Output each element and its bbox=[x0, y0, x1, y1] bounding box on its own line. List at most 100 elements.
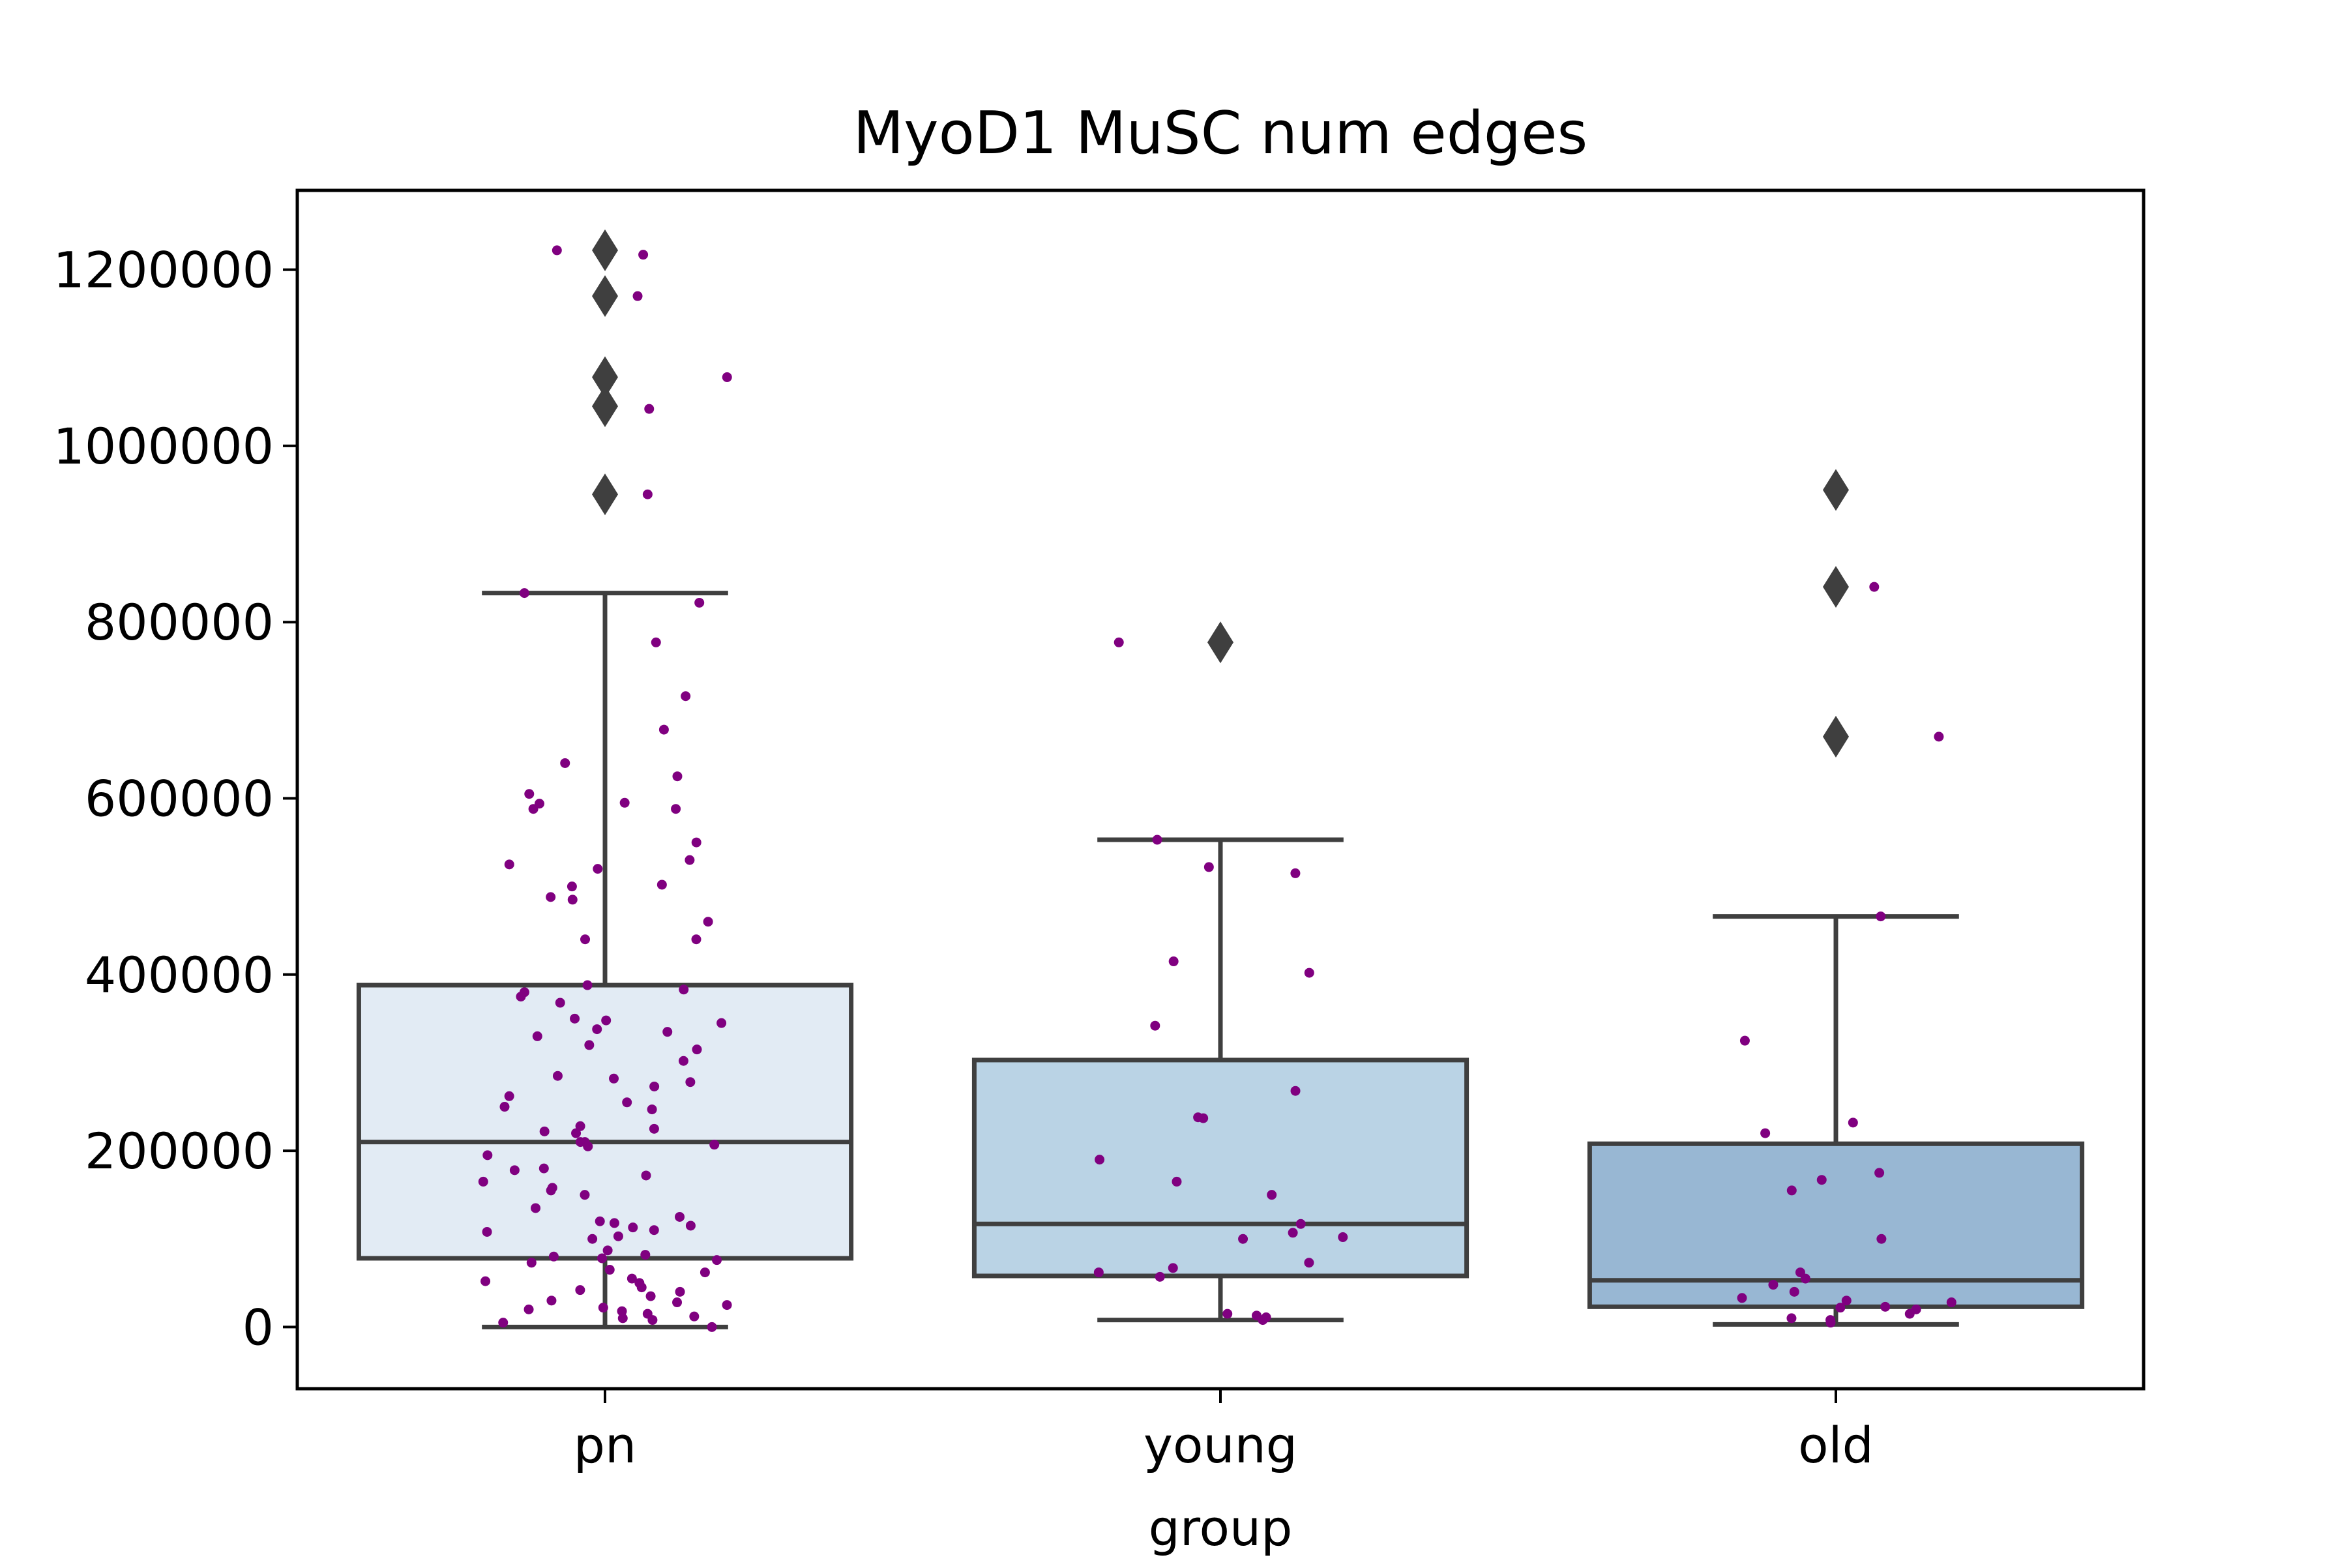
data-point-pn bbox=[482, 1150, 493, 1161]
data-point-pn bbox=[587, 1234, 598, 1244]
data-point-pn bbox=[692, 1044, 702, 1055]
data-point-pn bbox=[478, 1176, 488, 1187]
data-point-young bbox=[1150, 1020, 1160, 1031]
box-young bbox=[971, 837, 1469, 1323]
x-axis-label: group bbox=[1149, 1499, 1293, 1557]
data-point-young bbox=[1155, 1271, 1165, 1282]
data-point-young bbox=[1304, 1258, 1314, 1268]
data-point-pn bbox=[504, 859, 514, 870]
data-point-old bbox=[1739, 1035, 1750, 1046]
data-point-old bbox=[1904, 1309, 1915, 1319]
data-point-old bbox=[1841, 1295, 1852, 1306]
data-point-pn bbox=[694, 597, 705, 608]
data-point-old bbox=[1800, 1273, 1810, 1284]
data-point-old bbox=[1737, 1293, 1747, 1303]
data-point-pn bbox=[575, 1285, 585, 1295]
data-point-pn bbox=[649, 1123, 659, 1134]
data-point-pn bbox=[636, 1282, 647, 1293]
outlier-marker bbox=[1207, 621, 1233, 664]
outlier-marker bbox=[592, 473, 618, 516]
data-point-pn bbox=[552, 1071, 563, 1081]
outlier-marker bbox=[592, 229, 618, 271]
data-point-pn bbox=[531, 1203, 541, 1213]
data-point-pn bbox=[628, 1222, 638, 1233]
data-point-young bbox=[1168, 1263, 1178, 1273]
data-point-pn bbox=[519, 588, 529, 599]
data-point-old bbox=[1825, 1318, 1836, 1328]
data-point-pn bbox=[580, 934, 591, 945]
data-point-young bbox=[1172, 1176, 1182, 1187]
data-point-pn bbox=[516, 992, 526, 1002]
data-point-pn bbox=[722, 372, 732, 383]
data-point-old bbox=[1786, 1313, 1797, 1324]
data-point-pn bbox=[571, 1128, 582, 1138]
data-point-old bbox=[1835, 1303, 1846, 1313]
data-point-old bbox=[1848, 1117, 1858, 1128]
data-point-pn bbox=[524, 789, 535, 799]
y-tick-label: 200000 bbox=[85, 1122, 274, 1180]
outlier-marker bbox=[1823, 469, 1849, 511]
data-point-young bbox=[1338, 1232, 1348, 1243]
data-point-pn bbox=[709, 1140, 720, 1150]
data-point-pn bbox=[528, 804, 539, 814]
data-point-pn bbox=[613, 1231, 623, 1241]
data-point-pn bbox=[691, 837, 701, 848]
x-axis: pn young old bbox=[574, 1389, 1874, 1474]
data-point-old bbox=[1880, 1301, 1891, 1312]
data-point-pn bbox=[640, 1250, 651, 1260]
data-point-young bbox=[1222, 1309, 1233, 1319]
y-tick-label: 1000000 bbox=[53, 417, 274, 475]
data-point-pn bbox=[679, 984, 689, 995]
data-point-pn bbox=[619, 797, 630, 808]
data-point-pn bbox=[583, 1141, 593, 1151]
data-point-pn bbox=[598, 1303, 608, 1313]
iqr-box bbox=[971, 1058, 1469, 1279]
data-point-pn bbox=[601, 1015, 612, 1026]
data-point-pn bbox=[570, 1013, 580, 1024]
x-tick-label-pn: pn bbox=[574, 1416, 636, 1474]
data-point-pn bbox=[700, 1267, 710, 1278]
data-point-young bbox=[1295, 1219, 1306, 1229]
data-point-old bbox=[1760, 1128, 1771, 1138]
y-tick-label: 600000 bbox=[85, 770, 274, 828]
data-point-pn bbox=[685, 1220, 696, 1231]
data-point-pn bbox=[617, 1313, 628, 1324]
data-point-old bbox=[1816, 1175, 1827, 1185]
data-point-old bbox=[1786, 1185, 1797, 1196]
data-point-pn bbox=[685, 1077, 696, 1087]
y-tick-label: 800000 bbox=[85, 593, 274, 651]
y-axis: 0 200000 400000 600000 800000 1000000 1200000 bbox=[53, 241, 297, 1356]
data-point-pn bbox=[602, 1245, 613, 1256]
data-point-pn bbox=[712, 1255, 722, 1265]
data-point-old bbox=[1934, 732, 1944, 742]
data-point-pn bbox=[675, 1211, 685, 1222]
data-point-pn bbox=[685, 855, 695, 865]
data-point-pn bbox=[526, 1258, 537, 1268]
data-point-pn bbox=[546, 892, 556, 902]
data-point-pn bbox=[532, 1031, 542, 1041]
data-point-pn bbox=[678, 1056, 688, 1066]
box-old bbox=[1587, 914, 2085, 1327]
data-point-pn bbox=[649, 1225, 659, 1235]
data-point-old bbox=[1946, 1297, 1956, 1308]
data-point-pn bbox=[647, 1104, 657, 1115]
iqr-box bbox=[356, 983, 854, 1261]
data-point-pn bbox=[657, 880, 667, 890]
data-point-young bbox=[1114, 637, 1124, 647]
data-point-pn bbox=[622, 1097, 632, 1108]
points-layer bbox=[478, 245, 1956, 1332]
data-point-pn bbox=[595, 1216, 605, 1226]
data-point-pn bbox=[575, 1121, 585, 1131]
data-point-pn bbox=[689, 1311, 700, 1322]
data-point-young bbox=[1238, 1234, 1248, 1244]
data-point-pn bbox=[644, 404, 655, 414]
data-point-pn bbox=[567, 881, 577, 892]
boxes-layer bbox=[356, 591, 2085, 1329]
data-point-pn bbox=[555, 998, 565, 1008]
outliers-layer bbox=[592, 229, 1849, 758]
box-pn bbox=[356, 591, 854, 1329]
data-point-young bbox=[1152, 835, 1162, 845]
data-point-pn bbox=[641, 1170, 651, 1181]
data-point-old bbox=[1876, 911, 1886, 922]
data-point-pn bbox=[582, 980, 593, 990]
